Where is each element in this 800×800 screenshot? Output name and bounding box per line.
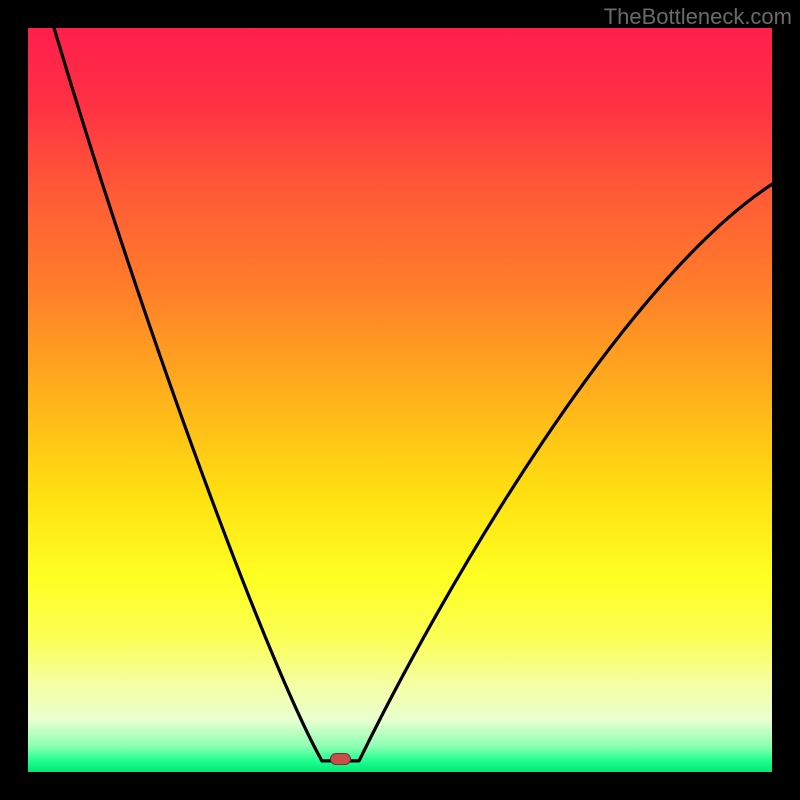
plot-area [28,28,772,772]
watermark-text: TheBottleneck.com [604,4,792,30]
bottleneck-curve [28,28,772,772]
chart-container: TheBottleneck.com [0,0,800,800]
minimum-marker [330,753,351,765]
